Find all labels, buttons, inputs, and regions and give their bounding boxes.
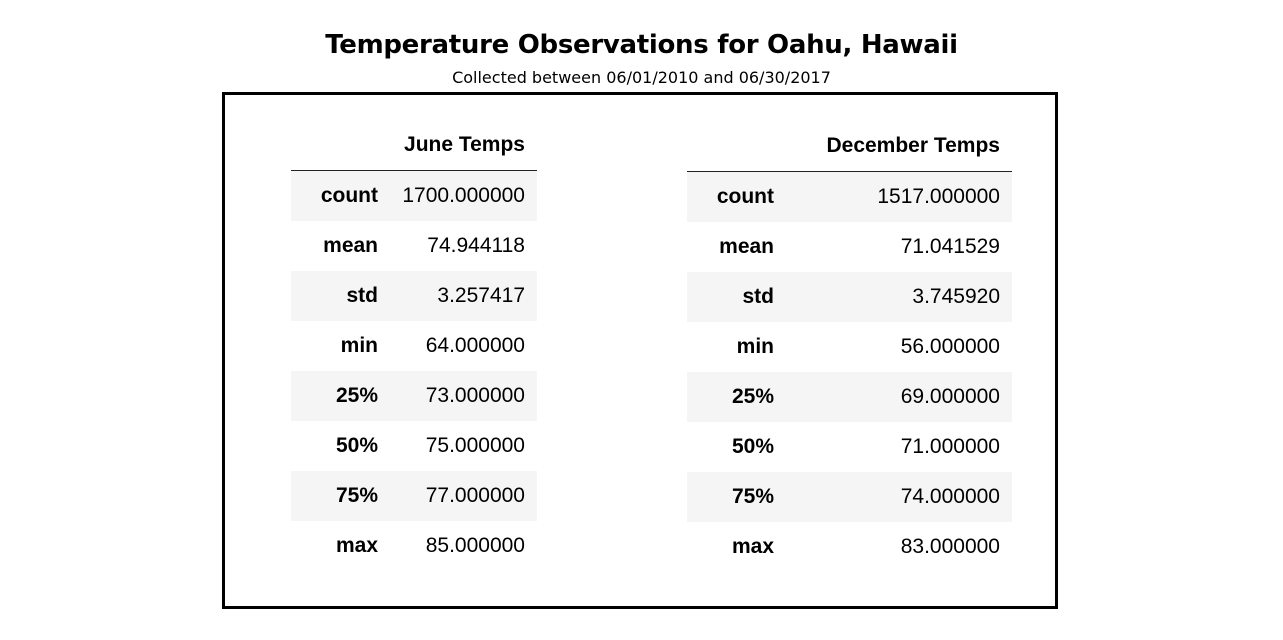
row-label: 75% xyxy=(731,485,774,508)
table-row: mean 74.944118 xyxy=(291,221,537,271)
index-header xyxy=(291,120,390,171)
cell-value: 3.257417 xyxy=(437,284,525,307)
row-label: count xyxy=(716,185,774,208)
row-label: 50% xyxy=(731,435,774,458)
row-label: 25% xyxy=(731,385,774,408)
row-label: 50% xyxy=(335,434,378,457)
table-row: max 85.000000 xyxy=(291,521,537,571)
row-label: min xyxy=(736,335,774,358)
cell-value: 85.000000 xyxy=(425,534,525,557)
table-row: count 1700.000000 xyxy=(291,170,537,221)
index-header xyxy=(687,121,786,172)
row-label: count xyxy=(320,184,378,207)
row-label: max xyxy=(731,535,774,558)
row-label: min xyxy=(340,334,378,357)
cell-value: 83.000000 xyxy=(900,535,1000,558)
cell-value: 69.000000 xyxy=(900,385,1000,408)
december-temps-table: December Temps count 1517.000000 mean 71.0… xyxy=(687,121,1012,572)
cell-value: 74.000000 xyxy=(900,485,1000,508)
table-row: 75% 77.000000 xyxy=(291,471,537,521)
table-row: min 64.000000 xyxy=(291,321,537,371)
table-row: 50% 75.000000 xyxy=(291,421,537,471)
row-label: std xyxy=(742,285,775,308)
cell-value: 1700.000000 xyxy=(402,184,525,207)
tables-frame: June Temps count 1700.000000 mean 74.94411… xyxy=(222,92,1058,609)
cell-value: 3.745920 xyxy=(912,285,1000,308)
cell-value: 71.041529 xyxy=(900,235,1000,258)
june-temps-table: June Temps count 1700.000000 mean 74.94411… xyxy=(291,120,537,571)
table-row: 75% 74.000000 xyxy=(687,472,1012,522)
column-header: June Temps xyxy=(390,120,537,171)
cell-value: 77.000000 xyxy=(425,484,525,507)
row-label: 25% xyxy=(335,384,378,407)
cell-value: 74.944118 xyxy=(427,234,525,257)
table-row: std 3.257417 xyxy=(291,271,537,321)
cell-value: 56.000000 xyxy=(900,335,1000,358)
row-label: mean xyxy=(719,235,774,258)
cell-value: 64.000000 xyxy=(425,334,525,357)
table-row: count 1517.000000 xyxy=(687,171,1012,222)
table-row: mean 71.041529 xyxy=(687,222,1012,272)
row-label: max xyxy=(335,534,378,557)
page-subtitle: Collected between 06/01/2010 and 06/30/2… xyxy=(452,68,831,87)
cell-value: 73.000000 xyxy=(425,384,525,407)
cell-value: 75.000000 xyxy=(425,434,525,457)
table-row: max 83.000000 xyxy=(687,522,1012,572)
table-row: 25% 69.000000 xyxy=(687,372,1012,422)
row-label: mean xyxy=(323,234,378,257)
cell-value: 1517.000000 xyxy=(877,185,1000,208)
table-row: min 56.000000 xyxy=(687,322,1012,372)
table-row: 50% 71.000000 xyxy=(687,422,1012,472)
table-row: 25% 73.000000 xyxy=(291,371,537,421)
cell-value: 71.000000 xyxy=(900,435,1000,458)
table-row: std 3.745920 xyxy=(687,272,1012,322)
row-label: std xyxy=(346,284,379,307)
page-title: Temperature Observations for Oahu, Hawai… xyxy=(325,30,958,60)
column-header: December Temps xyxy=(786,121,1012,172)
row-label: 75% xyxy=(335,484,378,507)
